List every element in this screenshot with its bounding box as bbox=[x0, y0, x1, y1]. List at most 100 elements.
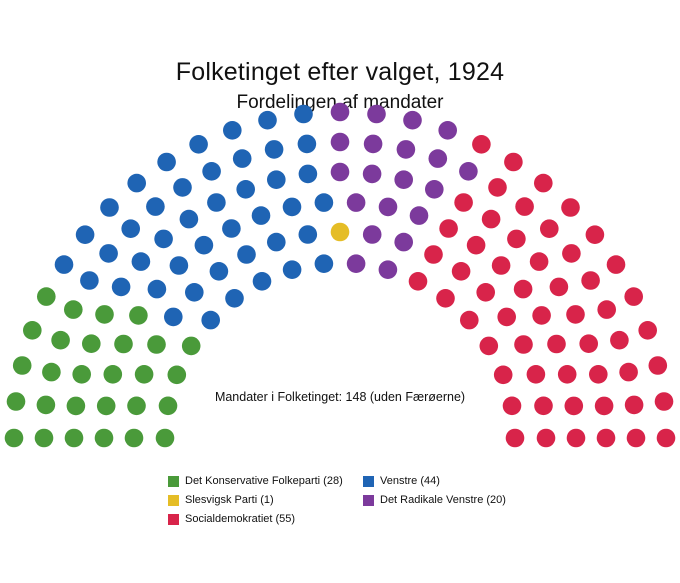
seat bbox=[566, 428, 586, 448]
seat bbox=[505, 428, 525, 448]
seat bbox=[222, 219, 241, 238]
seat bbox=[394, 232, 414, 252]
seat bbox=[502, 396, 522, 416]
seat bbox=[460, 310, 479, 330]
seat bbox=[82, 334, 101, 354]
seat bbox=[42, 362, 61, 382]
legend-label: Det Konservative Folkeparti (28) bbox=[185, 475, 343, 487]
seat bbox=[403, 110, 422, 130]
seat bbox=[127, 396, 146, 416]
seat bbox=[80, 271, 99, 290]
seat bbox=[451, 262, 471, 281]
seat bbox=[251, 206, 271, 225]
seat bbox=[181, 336, 201, 356]
legend-item-socialdemokratiet: Socialdemokratiet (55) bbox=[168, 513, 295, 525]
seat bbox=[585, 225, 605, 244]
seat bbox=[282, 260, 302, 280]
seat bbox=[581, 271, 600, 290]
seat bbox=[529, 252, 549, 271]
seat bbox=[64, 428, 84, 448]
seat bbox=[6, 392, 26, 411]
seat bbox=[610, 330, 629, 350]
seat bbox=[96, 396, 116, 416]
seat bbox=[488, 178, 507, 197]
seat bbox=[549, 277, 569, 297]
seat bbox=[232, 149, 252, 168]
seat bbox=[346, 254, 366, 273]
legend-item-konservative: Det Konservative Folkeparti (28) bbox=[168, 475, 343, 487]
seat bbox=[12, 356, 32, 375]
legend-label: Socialdemokratiet (55) bbox=[185, 513, 296, 525]
seat bbox=[103, 365, 123, 384]
seat bbox=[439, 219, 458, 238]
legend-swatch bbox=[363, 494, 374, 506]
seat bbox=[504, 152, 523, 172]
seat bbox=[626, 428, 646, 448]
seat bbox=[146, 197, 165, 216]
seat bbox=[23, 321, 42, 340]
seat bbox=[424, 245, 443, 264]
seat bbox=[466, 235, 486, 255]
legend-item-slesvigsk: Slesvigsk Parti (1) bbox=[168, 494, 274, 506]
seat bbox=[4, 428, 24, 448]
seat bbox=[147, 335, 166, 354]
seat bbox=[409, 206, 429, 225]
seat bbox=[314, 193, 334, 212]
seat bbox=[425, 180, 444, 199]
seat bbox=[330, 222, 350, 242]
seat bbox=[408, 272, 428, 291]
seat bbox=[267, 232, 286, 252]
seat bbox=[54, 255, 74, 274]
seat bbox=[624, 287, 643, 306]
seat bbox=[51, 330, 70, 350]
seat bbox=[493, 365, 513, 385]
seat bbox=[507, 229, 526, 249]
seat bbox=[428, 149, 448, 168]
seat bbox=[330, 162, 350, 182]
seat bbox=[282, 197, 302, 217]
seat bbox=[378, 260, 398, 280]
seat bbox=[236, 180, 255, 199]
legend-label: Det Radikale Venstre (20) bbox=[380, 494, 506, 506]
seat bbox=[497, 307, 516, 327]
seat bbox=[237, 245, 256, 264]
seat bbox=[363, 134, 383, 154]
seat bbox=[298, 225, 318, 244]
seat bbox=[491, 256, 511, 275]
seat bbox=[594, 396, 614, 416]
seat bbox=[75, 225, 95, 244]
seat bbox=[95, 305, 114, 324]
seat bbox=[121, 219, 140, 238]
seat bbox=[34, 428, 54, 448]
seat bbox=[294, 104, 313, 124]
seat bbox=[202, 162, 221, 181]
chart-subtitle: Fordelingen af mandater bbox=[236, 92, 444, 113]
seat bbox=[169, 256, 189, 275]
seat bbox=[72, 365, 91, 384]
seat bbox=[207, 193, 226, 212]
seat bbox=[114, 334, 133, 354]
seat bbox=[129, 306, 148, 325]
legend-swatch bbox=[168, 513, 179, 525]
seat bbox=[436, 289, 455, 308]
seat bbox=[225, 289, 244, 308]
seat bbox=[656, 428, 676, 448]
seat bbox=[297, 134, 317, 154]
legend-swatch bbox=[363, 475, 374, 487]
legend-swatch bbox=[168, 494, 179, 506]
seat bbox=[459, 162, 478, 181]
seat bbox=[100, 198, 119, 217]
seat bbox=[476, 283, 496, 302]
chart-title: Folketinget efter valget, 1924 bbox=[175, 58, 505, 86]
seat bbox=[36, 395, 56, 415]
seat bbox=[111, 277, 131, 297]
legend-item-venstre: Venstre (44) bbox=[363, 475, 440, 487]
seat bbox=[179, 209, 199, 229]
seat bbox=[438, 121, 458, 140]
legend-swatch bbox=[168, 475, 179, 487]
seat bbox=[540, 219, 559, 238]
seat bbox=[147, 279, 167, 299]
seat bbox=[454, 193, 473, 212]
seat bbox=[167, 365, 187, 385]
seat bbox=[134, 365, 154, 384]
